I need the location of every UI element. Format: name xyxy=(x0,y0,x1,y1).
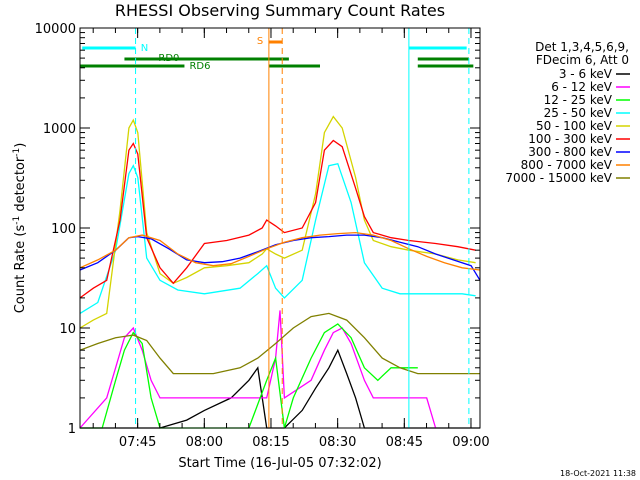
series-layer xyxy=(79,115,481,429)
legend-entry-label: 3 - 6 keV xyxy=(559,67,613,81)
y-tick-label: 10 xyxy=(59,322,76,337)
x-axis-label: Start Time (16-Jul-05 07:32:02) xyxy=(178,456,381,471)
x-tick-label: 08:45 xyxy=(386,435,423,450)
marker-layer: N RD0 RD6 S xyxy=(80,28,474,428)
x-tick-label: 08:00 xyxy=(186,435,223,450)
legend-entry-label: 50 - 100 keV xyxy=(536,119,613,133)
plot-frame xyxy=(79,27,481,429)
series-line-25-50-kev xyxy=(79,162,476,314)
legend-entry-label: 300 - 800 keV xyxy=(528,145,612,159)
timestamp: 18-Oct-2021 11:38 xyxy=(560,469,636,478)
y-tick-label: 100 xyxy=(51,222,76,237)
x-tick-label: 08:15 xyxy=(252,435,289,450)
y-tick-label: 1 xyxy=(68,422,76,437)
legend-entry-label: 800 - 7000 keV xyxy=(521,158,613,172)
y-axis-label: Count Rate (s-1 detector-1) xyxy=(12,143,28,314)
series-line-7000-15000-kev xyxy=(79,312,480,375)
series-line-800-7000-kev xyxy=(79,231,481,271)
chart-title: RHESSI Observing Summary Count Rates xyxy=(115,1,445,20)
y-axis: 1 10 100 1000 10000 xyxy=(35,22,480,437)
legend-header-2: FDecim 6, Att 0 xyxy=(536,53,629,67)
marker-label-n: N xyxy=(141,43,148,54)
legend-entry-label: 25 - 50 keV xyxy=(544,106,613,120)
series-line-12-25-kev xyxy=(80,323,418,429)
y-tick-label: 1000 xyxy=(43,122,76,137)
x-tick-label: 09:00 xyxy=(452,435,489,450)
y-tick-label: 10000 xyxy=(35,22,76,37)
series-line-100-300-kev xyxy=(79,139,476,299)
legend-entry-label: 6 - 12 keV xyxy=(551,80,613,94)
marker-label-rd0: RD0 xyxy=(158,53,179,64)
x-tick-label: 07:45 xyxy=(119,435,156,450)
series-line-6-12-kev xyxy=(79,310,437,429)
series-line-50-100-kev xyxy=(79,115,476,329)
legend-entry-label: 12 - 25 keV xyxy=(544,93,613,107)
x-tick-label: 08:30 xyxy=(319,435,356,450)
marker-label-s: S xyxy=(257,36,263,47)
legend-entry-label: 100 - 300 keV xyxy=(528,132,612,146)
legend-entry-label: 7000 - 15000 keV xyxy=(505,171,612,185)
x-axis: 07:45 08:00 08:15 08:30 08:45 09:00 xyxy=(92,28,490,450)
marker-label-rd6: RD6 xyxy=(189,61,210,72)
legend-header-1: Det 1,3,4,5,6,9, xyxy=(535,40,629,54)
